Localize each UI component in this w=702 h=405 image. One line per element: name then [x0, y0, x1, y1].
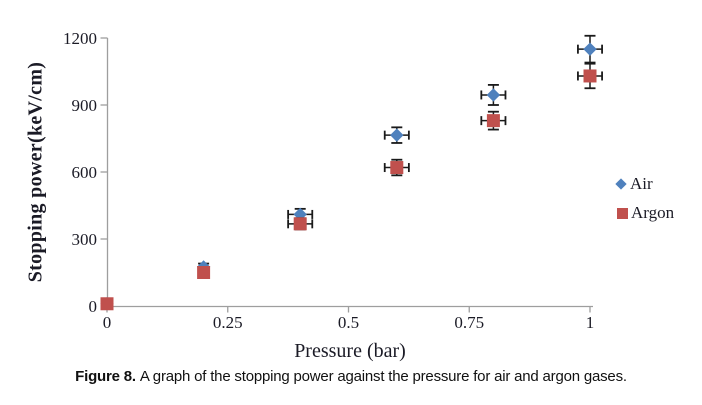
argon-square-icon: [617, 207, 628, 219]
data-point-air: [486, 88, 501, 102]
data-point-argon: [100, 297, 114, 311]
data-point-argon: [197, 266, 211, 279]
data-point-argon: [293, 217, 307, 231]
data-point-air: [390, 128, 404, 142]
x-tick-label: 0.5: [338, 313, 359, 332]
x-tick-label: 0.75: [454, 313, 484, 332]
data-point-argon: [486, 114, 500, 128]
legend: Air Argon: [615, 174, 674, 223]
data-point-argon: [583, 69, 597, 83]
x-tick-label: 1: [586, 313, 595, 332]
legend-item-argon: Argon: [617, 203, 674, 223]
x-tick-label: 0.25: [213, 313, 243, 332]
y-tick-label: 900: [72, 96, 98, 115]
y-tick-label: 600: [72, 163, 98, 182]
y-tick-label: 0: [89, 297, 98, 316]
data-point-air: [583, 42, 597, 56]
legend-label-argon: Argon: [631, 203, 675, 222]
x-axis-title: Pressure (bar): [294, 340, 406, 362]
legend-item-air: Air: [615, 174, 674, 194]
y-tick-label: 300: [72, 230, 98, 249]
figure-caption-text: A graph of the stopping power against th…: [139, 368, 627, 385]
y-tick-label: 1200: [63, 29, 97, 48]
y-axis-title: Stopping power(keV/cm): [24, 61, 47, 283]
air-diamond-icon: [615, 178, 627, 190]
figure-caption-label: Figure 8.: [75, 368, 136, 385]
figure-caption: Figure 8. A graph of the stopping power a…: [0, 368, 702, 385]
data-point-argon: [390, 161, 404, 175]
x-tick-label: 0: [103, 313, 112, 332]
legend-label-air: Air: [630, 174, 653, 193]
